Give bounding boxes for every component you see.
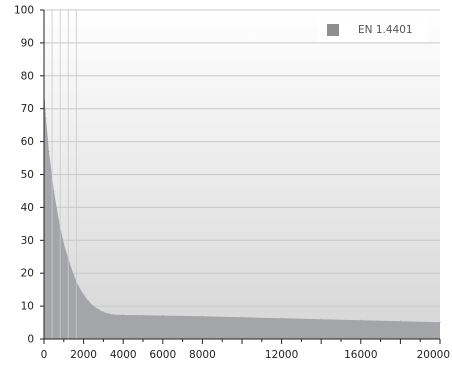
series-point <box>87 300 90 302</box>
y-tick-label: 100 <box>14 5 34 17</box>
x-tick-label: 12000 <box>265 349 298 361</box>
gridlines <box>44 9 440 307</box>
y-tick-label: 0 <box>27 334 34 346</box>
series-point <box>78 285 80 287</box>
x-tick-label: 4000 <box>110 349 137 361</box>
y-tick-label: 30 <box>21 235 34 247</box>
y-tick-label: 70 <box>21 103 34 115</box>
series-point <box>73 274 75 276</box>
y-tick-label: 40 <box>21 202 34 214</box>
series-point <box>241 316 243 318</box>
legend-swatch <box>327 24 339 36</box>
series-point <box>83 293 85 296</box>
x-tick-label: 20000 <box>417 349 450 361</box>
legend: EN 1.4401 <box>318 18 428 42</box>
x-tick-label: 2000 <box>70 349 97 361</box>
series-point <box>162 315 164 317</box>
vertical-reference-lines <box>51 10 77 339</box>
legend-label: EN 1.4401 <box>358 24 413 36</box>
y-tick-label: 90 <box>21 37 34 49</box>
series-point <box>201 315 203 317</box>
series-point <box>63 242 65 245</box>
series-point <box>142 314 144 316</box>
x-tick-label: 16000 <box>344 349 377 361</box>
series-point <box>53 190 55 192</box>
series-point <box>360 319 362 321</box>
x-tick-label: 8000 <box>189 349 216 361</box>
y-tick-label: 10 <box>21 301 34 313</box>
series-point <box>107 313 109 315</box>
series-point <box>320 318 322 320</box>
series-point <box>112 314 114 316</box>
series-point <box>58 219 60 222</box>
x-tick-label: 0 <box>41 349 48 361</box>
series-point <box>281 317 283 319</box>
x-tick-label: 6000 <box>149 349 176 361</box>
series-point <box>45 117 47 120</box>
series-point <box>399 320 401 322</box>
series-point <box>97 308 100 310</box>
series-point <box>122 314 124 316</box>
series-point <box>92 305 95 307</box>
y-tick-label: 80 <box>21 70 34 82</box>
y-tick-label: 60 <box>21 136 34 148</box>
y-tick-label: 20 <box>21 268 34 280</box>
x-tick-labels: 0 2000 4000 6000 8000 12000 16000 20000 <box>41 349 450 361</box>
y-tick-labels: 0 10 20 30 40 50 60 70 80 90 100 <box>14 5 34 346</box>
series-point <box>48 150 50 153</box>
y-tick-label: 50 <box>21 169 34 181</box>
series-point <box>102 311 104 313</box>
axes <box>40 9 441 344</box>
series-point <box>439 321 441 323</box>
series-area-0 <box>44 88 440 340</box>
